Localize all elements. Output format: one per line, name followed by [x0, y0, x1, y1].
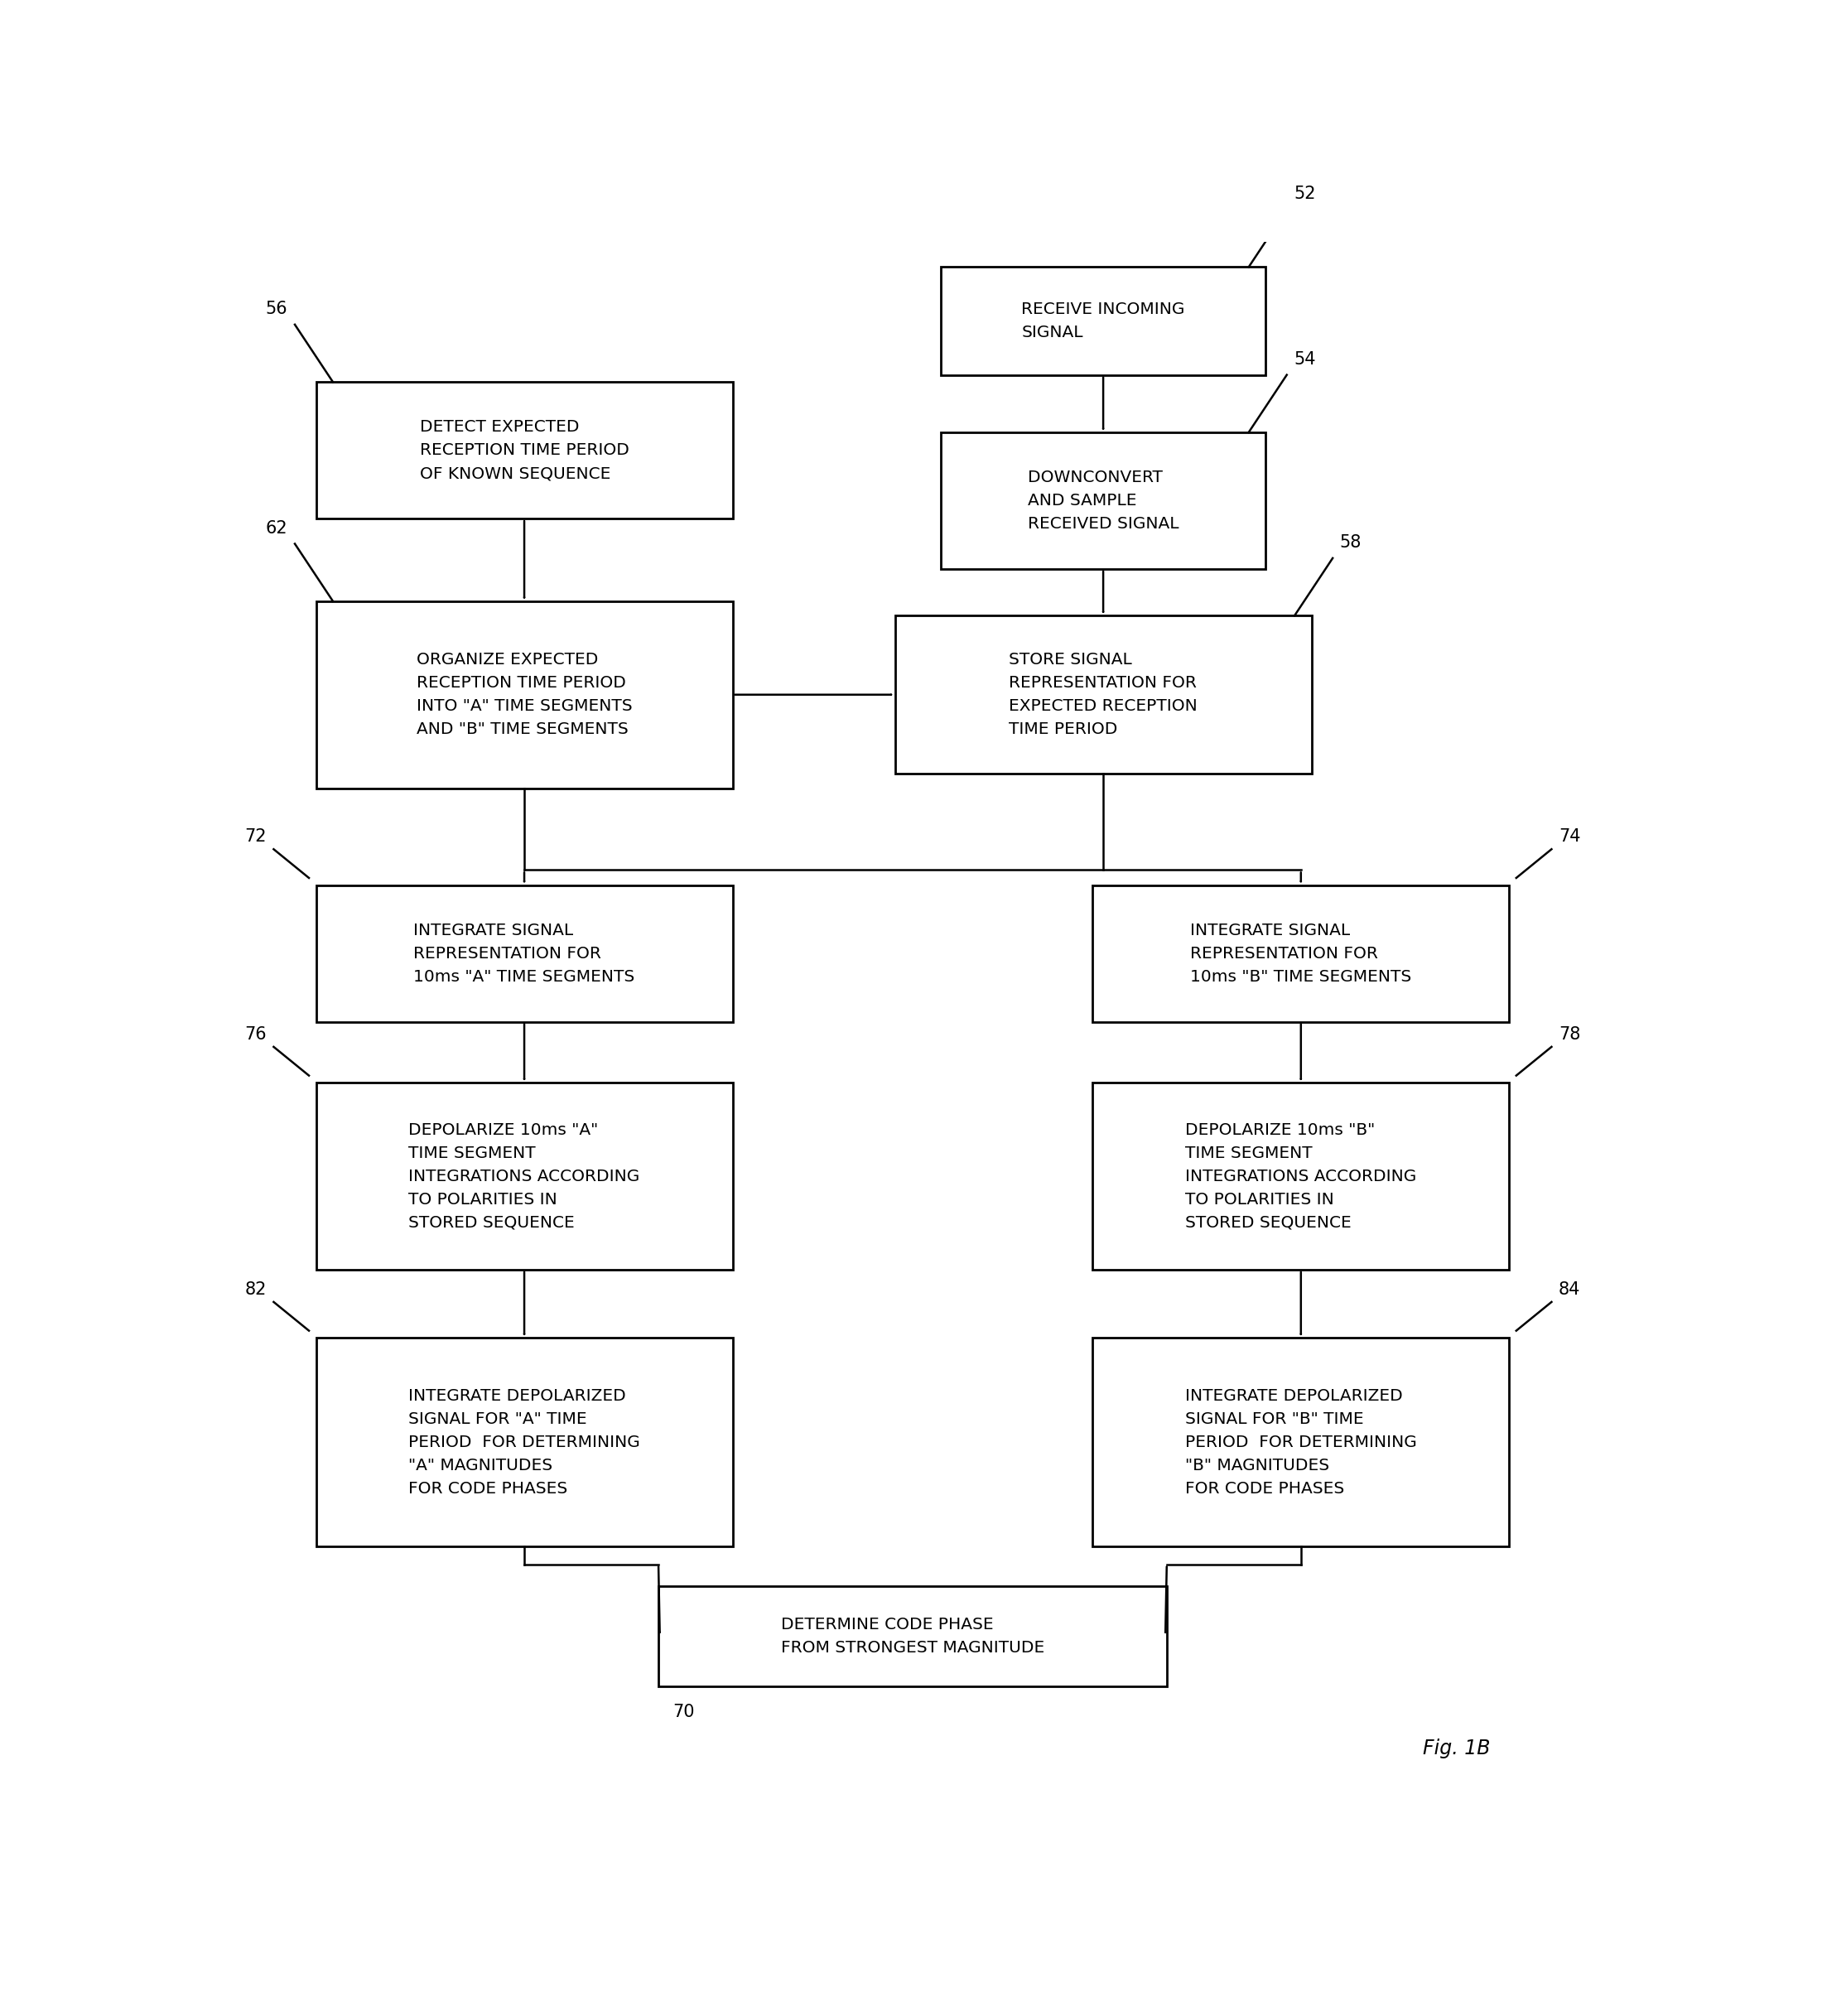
Text: DETERMINE CODE PHASE
FROM STRONGEST MAGNITUDE: DETERMINE CODE PHASE FROM STRONGEST MAGN…	[782, 1617, 1044, 1655]
Bar	[1093, 1339, 1509, 1546]
Text: DEPOLARIZE 10ms "A"
TIME SEGMENT
INTEGRATIONS ACCORDING
TO POLARITIES IN
STORED : DEPOLARIZE 10ms "A" TIME SEGMENT INTEGRA…	[408, 1123, 640, 1230]
Text: 54: 54	[1294, 351, 1315, 367]
Text: 84: 84	[1558, 1280, 1580, 1298]
Text: INTEGRATE SIGNAL
REPRESENTATION FOR
10ms "A" TIME SEGMENTS: INTEGRATE SIGNAL REPRESENTATION FOR 10ms…	[414, 923, 634, 984]
Bar	[895, 615, 1312, 774]
Text: 78: 78	[1558, 1026, 1580, 1042]
Text: INTEGRATE DEPOLARIZED
SIGNAL FOR "A" TIME
PERIOD  FOR DETERMINING
"A" MAGNITUDES: INTEGRATE DEPOLARIZED SIGNAL FOR "A" TIM…	[408, 1387, 640, 1496]
Bar	[940, 266, 1266, 375]
Bar	[1093, 885, 1509, 1022]
Text: DETECT EXPECTED
RECEPTION TIME PERIOD
OF KNOWN SEQUENCE: DETECT EXPECTED RECEPTION TIME PERIOD OF…	[419, 419, 629, 482]
Text: INTEGRATE DEPOLARIZED
SIGNAL FOR "B" TIME
PERIOD  FOR DETERMINING
"B" MAGNITUDES: INTEGRATE DEPOLARIZED SIGNAL FOR "B" TIM…	[1184, 1387, 1418, 1496]
Bar	[315, 601, 732, 788]
Text: DOWNCONVERT
AND SAMPLE
RECEIVED SIGNAL: DOWNCONVERT AND SAMPLE RECEIVED SIGNAL	[1028, 470, 1179, 532]
Text: 62: 62	[266, 520, 288, 536]
Text: Fig. 1B: Fig. 1B	[1423, 1738, 1490, 1758]
Text: 52: 52	[1294, 185, 1315, 202]
Bar	[315, 885, 732, 1022]
Bar	[1093, 1083, 1509, 1270]
Text: 82: 82	[244, 1280, 266, 1298]
Text: 58: 58	[1339, 534, 1361, 550]
Text: 76: 76	[244, 1026, 266, 1042]
Text: 56: 56	[266, 300, 288, 317]
Text: 72: 72	[244, 829, 266, 845]
Text: RECEIVE INCOMING
SIGNAL: RECEIVE INCOMING SIGNAL	[1022, 302, 1184, 341]
Text: ORGANIZE EXPECTED
RECEPTION TIME PERIOD
INTO "A" TIME SEGMENTS
AND "B" TIME SEGM: ORGANIZE EXPECTED RECEPTION TIME PERIOD …	[417, 651, 632, 738]
Text: 74: 74	[1558, 829, 1580, 845]
Bar	[315, 1083, 732, 1270]
Bar	[658, 1587, 1166, 1687]
Bar	[315, 1339, 732, 1546]
Bar	[940, 431, 1266, 569]
Text: 70: 70	[672, 1704, 694, 1720]
Text: STORE SIGNAL
REPRESENTATION FOR
EXPECTED RECEPTION
TIME PERIOD: STORE SIGNAL REPRESENTATION FOR EXPECTED…	[1009, 651, 1197, 738]
Bar	[315, 383, 732, 518]
Text: DEPOLARIZE 10ms "B"
TIME SEGMENT
INTEGRATIONS ACCORDING
TO POLARITIES IN
STORED : DEPOLARIZE 10ms "B" TIME SEGMENT INTEGRA…	[1186, 1123, 1416, 1230]
Text: INTEGRATE SIGNAL
REPRESENTATION FOR
10ms "B" TIME SEGMENTS: INTEGRATE SIGNAL REPRESENTATION FOR 10ms…	[1190, 923, 1412, 984]
